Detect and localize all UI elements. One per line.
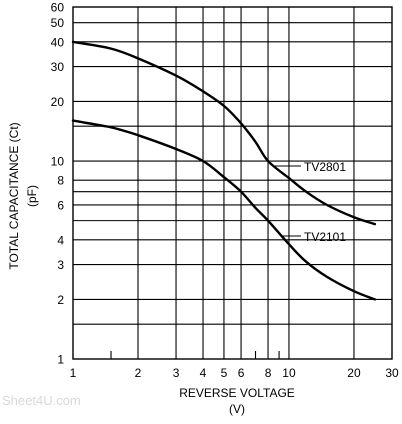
x-tick-label-1: 1	[70, 366, 77, 380]
y-tick-label-6: 6	[57, 198, 64, 212]
y-axis-unit: (pF)	[25, 185, 39, 207]
y-tick-label-40: 40	[51, 35, 65, 49]
y-tick-label-50: 50	[51, 16, 65, 30]
grid-layer	[72, 6, 393, 360]
x-tick-label-4: 4	[200, 366, 207, 380]
x-axis-title: REVERSE VOLTAGE	[179, 386, 295, 400]
x-tick-label-20: 20	[347, 366, 361, 380]
x-tick-label-5: 5	[221, 366, 228, 380]
y-tick-label-60: 60	[51, 1, 65, 15]
x-tick-label-2: 2	[135, 366, 142, 380]
series-label-tv2101: TV2101	[304, 230, 346, 244]
series-label-tv2801: TV2801	[304, 160, 346, 174]
x-axis-unit: (V)	[229, 402, 245, 416]
y-tick-label-8: 8	[57, 174, 64, 188]
plot-frame	[72, 6, 393, 360]
y-tick-label-20: 20	[51, 95, 65, 109]
series-line-tv2801	[71, 40, 377, 226]
y-tick-label-2: 2	[57, 293, 64, 307]
y-tick-label-3: 3	[57, 258, 64, 272]
x-tick-label-10: 10	[282, 366, 296, 380]
y-tick-label-1: 1	[57, 353, 64, 367]
y-tick-label-4: 4	[57, 233, 64, 247]
x-tick-label-30: 30	[385, 366, 399, 380]
y-tick-label-30: 30	[51, 60, 65, 74]
y-axis-title: TOTAL CAPACITANCE (Ct)	[7, 122, 21, 269]
x-tick-label-6: 6	[238, 366, 245, 380]
series-layer	[71, 40, 377, 301]
x-tick-label-8: 8	[265, 366, 272, 380]
x-tick-label-3: 3	[173, 366, 180, 380]
y-tick-label-10: 10	[51, 155, 65, 169]
series-line-tv2101	[71, 119, 377, 301]
watermark-text: Sheet4U.com	[2, 393, 81, 408]
